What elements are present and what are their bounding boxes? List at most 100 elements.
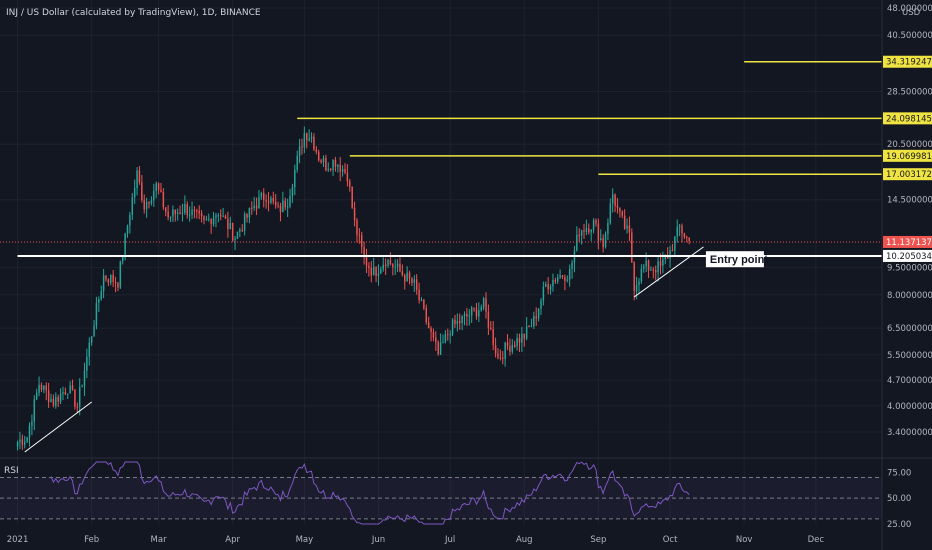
candle-body bbox=[246, 213, 248, 218]
candle-body bbox=[277, 205, 279, 207]
candle-body bbox=[616, 205, 619, 208]
candle-body bbox=[69, 385, 71, 394]
candle-body bbox=[595, 220, 597, 224]
candle-body bbox=[303, 133, 306, 148]
candle-body bbox=[124, 233, 126, 258]
candle-body bbox=[444, 334, 447, 343]
candle-body bbox=[253, 205, 255, 208]
candle-body bbox=[435, 337, 437, 343]
candle-body bbox=[650, 269, 652, 271]
candle-body bbox=[513, 344, 516, 347]
candle-body bbox=[47, 390, 50, 402]
candle-body bbox=[243, 213, 246, 231]
candle-body bbox=[425, 308, 428, 323]
candle-body bbox=[81, 386, 83, 388]
candle-body bbox=[306, 133, 308, 141]
candle-body bbox=[545, 284, 547, 287]
candle-body bbox=[411, 278, 413, 283]
candle-body bbox=[193, 209, 196, 211]
time-tick-label: Nov bbox=[736, 535, 753, 545]
price-tick-label: 9.5000000 bbox=[887, 263, 932, 273]
candle-body bbox=[497, 353, 499, 358]
candle-body bbox=[191, 209, 193, 215]
candle-body bbox=[129, 214, 131, 226]
candle-body bbox=[588, 228, 590, 233]
candle-body bbox=[360, 235, 363, 248]
candle-body bbox=[580, 230, 583, 236]
rsi-tick-label: 50.00 bbox=[887, 494, 911, 504]
candle-body bbox=[535, 316, 537, 319]
candle-body bbox=[117, 282, 119, 288]
candle-body bbox=[327, 168, 330, 171]
candle-body bbox=[186, 204, 188, 215]
trendlines-layer bbox=[24, 246, 704, 453]
candle-body bbox=[485, 298, 487, 312]
candle-body bbox=[602, 238, 604, 248]
candle-body bbox=[592, 220, 595, 230]
candle-body bbox=[102, 275, 105, 292]
candle-body bbox=[502, 357, 504, 360]
entry-annotation-box bbox=[705, 251, 764, 268]
trendline[interactable] bbox=[633, 246, 704, 298]
candle-body bbox=[473, 307, 475, 309]
candle-body bbox=[74, 389, 76, 407]
candle-body bbox=[643, 266, 645, 269]
candle-body bbox=[141, 182, 143, 201]
candle-body bbox=[463, 313, 466, 317]
time-axis[interactable]: 2021 Feb Mar Apr May Jun Jul Aug Sep Oct Nov Dec bbox=[7, 535, 825, 545]
candle-body bbox=[169, 216, 172, 218]
candle-body bbox=[332, 159, 334, 171]
price-axis[interactable]: 48.0000000 40.5000000 28.5000000 20.5000000… bbox=[887, 4, 932, 438]
candle-body bbox=[351, 186, 353, 208]
candle-body bbox=[368, 265, 370, 268]
candle-body bbox=[688, 237, 690, 241]
candle-body bbox=[64, 392, 67, 395]
candle-body bbox=[511, 344, 514, 352]
price-level-tag bbox=[883, 168, 932, 181]
candle-body bbox=[394, 266, 396, 268]
entry-annotation: Entry point bbox=[705, 251, 768, 268]
candle-body bbox=[399, 263, 401, 272]
entry-annotation-label: Entry point bbox=[710, 254, 768, 266]
candle-body bbox=[231, 222, 234, 241]
candle-body bbox=[619, 207, 621, 212]
candle-body bbox=[282, 200, 284, 213]
candle-body bbox=[633, 262, 635, 292]
candle-body bbox=[597, 223, 600, 241]
candle-body bbox=[683, 233, 686, 238]
candle-body bbox=[631, 232, 633, 263]
candle-body bbox=[298, 146, 301, 156]
candle-body bbox=[396, 263, 399, 267]
candle-body bbox=[389, 259, 392, 265]
price-tick-label: 14.5000000 bbox=[887, 196, 932, 206]
time-tick-label: Jul bbox=[444, 535, 455, 545]
trendline[interactable] bbox=[24, 401, 92, 453]
candle-body bbox=[578, 234, 580, 236]
candle-body bbox=[349, 181, 351, 187]
price-level-tag bbox=[883, 249, 932, 262]
candle-body bbox=[662, 259, 664, 266]
candle-body bbox=[279, 205, 282, 213]
candle-body bbox=[392, 264, 394, 268]
candle-body bbox=[329, 168, 332, 171]
time-tick-label: Oct bbox=[663, 535, 678, 545]
candle-body bbox=[337, 164, 339, 167]
candle-body bbox=[172, 209, 174, 217]
candle-body bbox=[669, 250, 671, 259]
price-tick-label: 3.4000000 bbox=[887, 428, 932, 438]
candle-body bbox=[478, 310, 480, 317]
candle-body bbox=[50, 398, 52, 402]
candle-body bbox=[274, 201, 277, 206]
candle-body bbox=[375, 267, 377, 276]
candle-body bbox=[506, 342, 509, 347]
candle-body bbox=[549, 286, 552, 290]
price-tick-label: 28.5000000 bbox=[887, 87, 932, 97]
candle-body bbox=[260, 192, 263, 197]
candle-body bbox=[540, 300, 542, 309]
candle-body bbox=[401, 271, 404, 276]
candle-body bbox=[131, 197, 134, 215]
candle-body bbox=[86, 356, 88, 371]
candle-body bbox=[21, 439, 24, 445]
